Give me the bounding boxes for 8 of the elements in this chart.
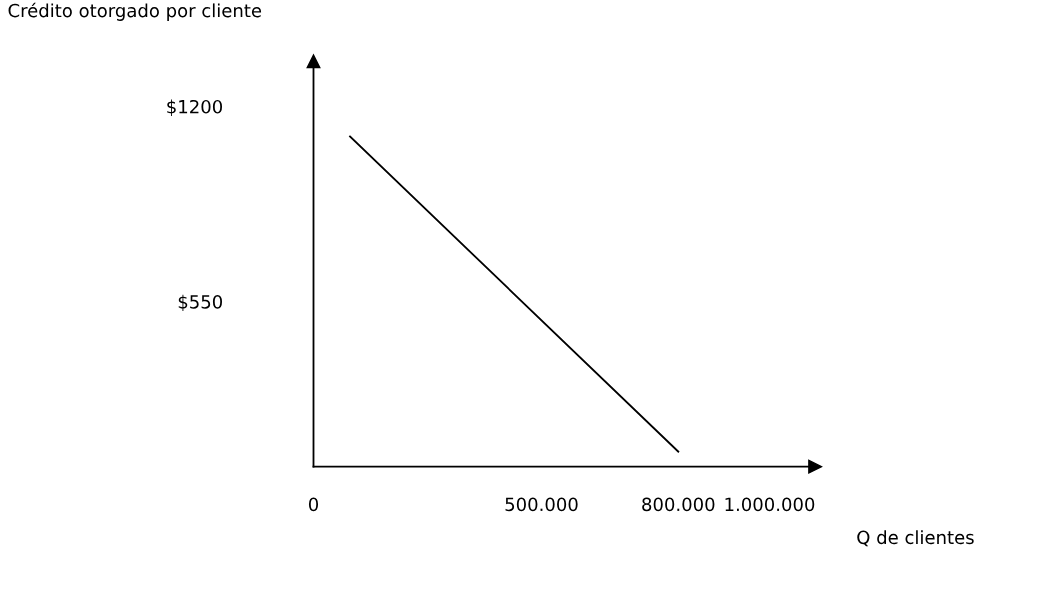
- x-tick-label: 800.000: [642, 497, 715, 512]
- x-tick-label: 0: [308, 497, 319, 512]
- x-tick-label: 500.000: [505, 497, 578, 512]
- x-tick-label: 1.000.000: [725, 497, 815, 512]
- y-axis-title: Crédito otorgado por cliente: [8, 2, 262, 21]
- x-axis-title: Q de clientes: [857, 530, 974, 547]
- y-tick-label: $1200: [167, 99, 223, 116]
- y-tick-label: $550: [178, 294, 223, 312]
